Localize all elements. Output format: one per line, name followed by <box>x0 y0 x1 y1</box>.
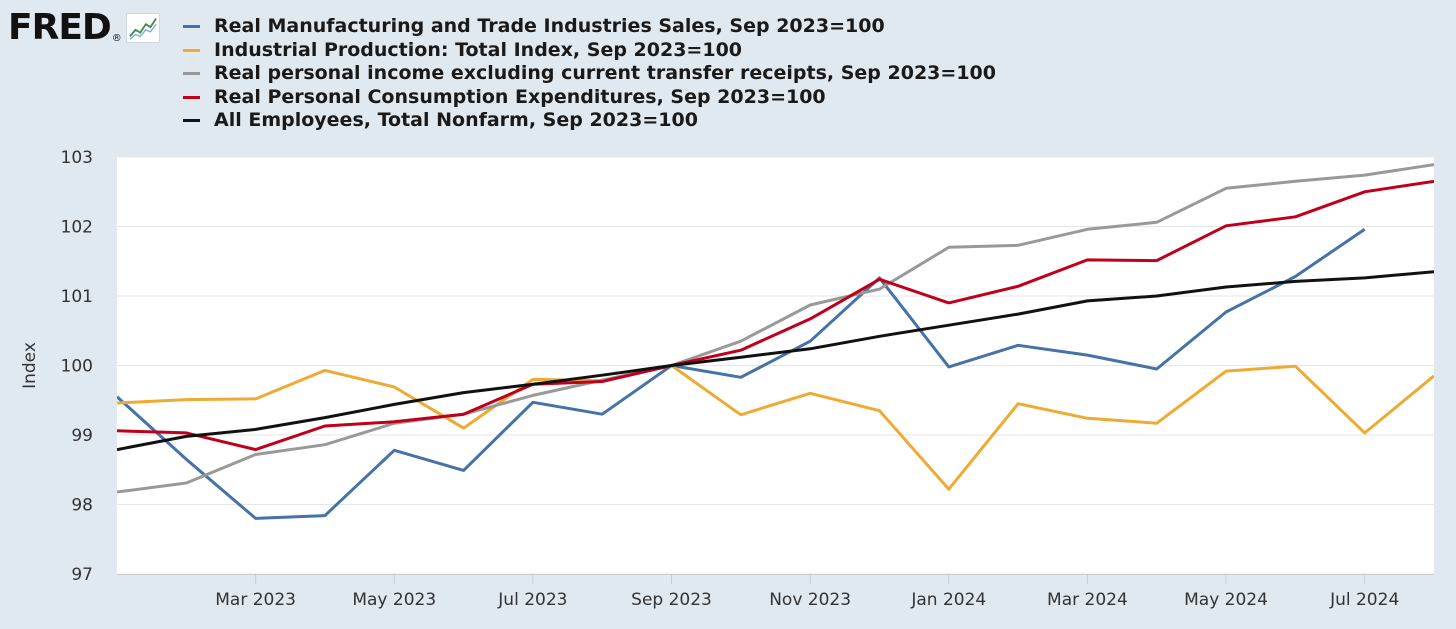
y-tick-label: 102 <box>61 218 93 238</box>
chart-line-icon <box>125 13 160 43</box>
chart-legend: Real Manufacturing and Trade Industries … <box>183 15 996 133</box>
legend-label: Real personal income excluding current t… <box>214 62 996 85</box>
legend-item[interactable]: Real Personal Consumption Expenditures, … <box>183 86 996 110</box>
y-tick-label: 98 <box>71 496 93 516</box>
y-tick-label: 101 <box>61 287 93 307</box>
legend-swatch <box>183 119 200 123</box>
x-tick-label: May 2024 <box>1184 590 1268 610</box>
x-tick-label: Mar 2023 <box>215 590 296 610</box>
y-tick-label: 103 <box>61 148 93 168</box>
legend-item[interactable]: All Employees, Total Nonfarm, Sep 2023=1… <box>183 109 996 133</box>
series-line-2 <box>117 364 1434 491</box>
logo-text: FRED <box>8 7 112 48</box>
y-axis-title: Index <box>20 342 40 389</box>
x-tick-label: Jul 2023 <box>497 590 567 610</box>
legend-item[interactable]: Real Manufacturing and Trade Industries … <box>183 15 996 39</box>
legend-swatch <box>183 95 200 99</box>
legend-item[interactable]: Industrial Production: Total Index, Sep … <box>183 39 996 63</box>
y-tick-label: 100 <box>61 357 93 377</box>
x-tick-label: Nov 2023 <box>769 590 851 610</box>
legend-swatch <box>183 25 200 29</box>
legend-label: Industrial Production: Total Index, Sep … <box>214 38 743 61</box>
legend-swatch <box>183 72 200 76</box>
legend-swatch <box>183 48 200 52</box>
y-tick-label: 99 <box>71 426 93 446</box>
legend-label: Real Personal Consumption Expenditures, … <box>214 85 826 108</box>
x-tick-label: Sep 2023 <box>631 590 712 610</box>
y-tick-label: 97 <box>71 565 93 585</box>
series-line-1 <box>117 228 1366 520</box>
legend-label: Real Manufacturing and Trade Industries … <box>214 15 885 38</box>
x-tick-label: Jul 2024 <box>1329 590 1399 610</box>
fred-logo[interactable]: FRED ® <box>8 8 160 48</box>
series-line-4 <box>117 179 1434 452</box>
x-tick-label: May 2023 <box>352 590 436 610</box>
legend-label: All Employees, Total Nonfarm, Sep 2023=1… <box>214 109 698 132</box>
x-tick-label: Jan 2024 <box>910 590 986 610</box>
legend-item[interactable]: Real personal income excluding current t… <box>183 62 996 86</box>
x-tick-label: Mar 2024 <box>1047 590 1128 610</box>
registered-mark: ® <box>111 33 122 44</box>
series-line-5 <box>117 270 1434 452</box>
series-line-3 <box>117 163 1434 494</box>
